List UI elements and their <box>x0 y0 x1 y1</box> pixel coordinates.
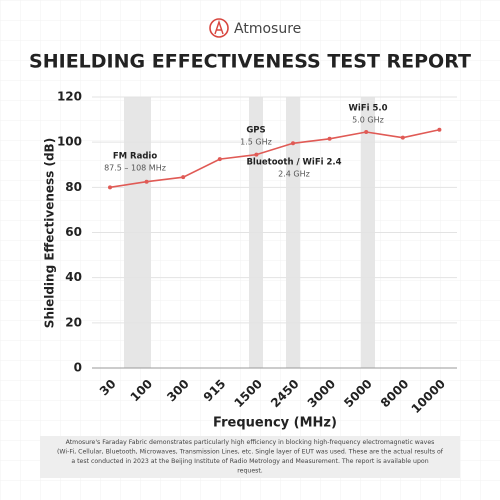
annotation-label: GPS <box>246 126 265 136</box>
series-line <box>109 128 440 189</box>
brand: Atmosure <box>234 21 301 37</box>
footer-text: request. <box>237 468 263 475</box>
data-point <box>144 179 149 184</box>
annotation-sublabel: 2.4 GHz <box>278 170 310 179</box>
data-point <box>291 141 295 146</box>
annotation-label: Bluetooth / WiFi 2.4 <box>246 158 341 168</box>
data-point <box>181 175 186 180</box>
chart-title: SHIELDING EFFECTIVENESS TEST REPORT <box>29 51 471 73</box>
footer-text: Atmosure's Faraday Fabric demonstrates p… <box>66 439 435 446</box>
data-point <box>217 157 222 162</box>
data-point <box>108 185 112 190</box>
annotation-label: WiFi 5.0 <box>348 104 387 114</box>
footer-text: (Wi-Fi, Cellular, Bluetooth, Microwaves,… <box>57 449 444 456</box>
logo <box>209 18 229 38</box>
y-tick-label: 60 <box>65 225 82 239</box>
y-tick-label: 80 <box>65 180 82 194</box>
footer-text: a test conducted in 2023 at the Beijing … <box>71 458 428 465</box>
y-axis-title: Shielding Effectiveness (dB) <box>43 138 57 328</box>
x-axis-title: Frequency (MHz) <box>213 416 337 431</box>
footer-box <box>40 436 460 478</box>
annotation-label: FM Radio <box>113 152 158 162</box>
y-tick-label: 0 <box>74 361 82 375</box>
y-tick-label: 120 <box>57 90 82 104</box>
y-tick-label: 40 <box>65 270 82 284</box>
data-point <box>254 152 259 157</box>
annotation-sublabel: 1.5 GHz <box>240 138 272 147</box>
data-point <box>327 136 332 141</box>
data-point <box>400 135 405 140</box>
data-point <box>364 130 369 135</box>
y-tick-label: 100 <box>57 135 82 149</box>
annotation-sublabel: 5.0 GHz <box>352 116 384 125</box>
data-point <box>437 127 442 132</box>
annotation-sublabel: 87.5 – 108 MHz <box>104 164 166 173</box>
y-tick-label: 20 <box>65 315 82 329</box>
